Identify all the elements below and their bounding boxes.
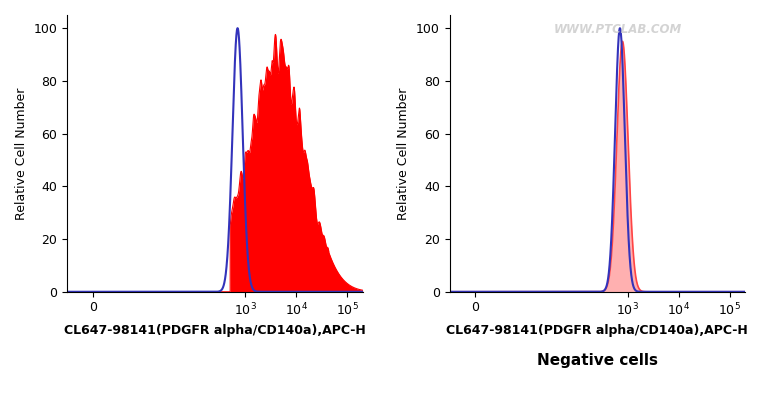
Y-axis label: Relative Cell Number: Relative Cell Number [15,87,28,219]
Y-axis label: Relative Cell Number: Relative Cell Number [397,87,410,219]
X-axis label: CL647-98141(PDGFR alpha/CD140a),APC-H: CL647-98141(PDGFR alpha/CD140a),APC-H [64,324,366,337]
Text: Negative cells: Negative cells [537,352,657,368]
Text: WWW.PTCLAB.COM: WWW.PTCLAB.COM [554,23,682,36]
X-axis label: CL647-98141(PDGFR alpha/CD140a),APC-H: CL647-98141(PDGFR alpha/CD140a),APC-H [446,324,748,337]
